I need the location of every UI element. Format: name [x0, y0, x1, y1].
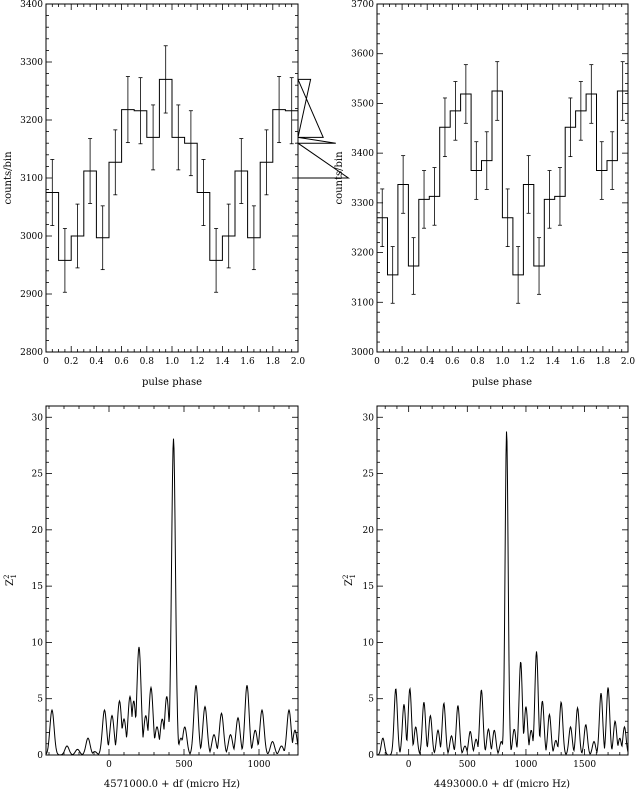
hist-right-x-tick-label: 0.6 [445, 357, 460, 367]
z-right-x-tick-label: 0 [406, 760, 412, 770]
hist-right-x-tick-label: 1.6 [571, 357, 586, 367]
hist-left-x-tick-label: 1.0 [165, 357, 180, 367]
z-left-y-tick-label: 5 [37, 695, 43, 705]
z-right-y-tick-label: 20 [363, 526, 375, 536]
hist-left-x-tick-label: 0.6 [114, 357, 129, 367]
hist-right-x-axis-label: pulse phase [472, 377, 532, 388]
hist-left-x-tick-label: 1.2 [190, 357, 204, 367]
hist-right-x-tick-label: 1.8 [596, 357, 611, 367]
hist-right-y-tick-label: 3600 [351, 50, 374, 60]
hist-left-plot-area: 0 0.2 0.4 0.6 0.8 1.0 1.2 1.4 1.6 1.8 2.0 2800 2900 3… [20, 0, 351, 367]
hist-left-y-tick-label: 2800 [20, 348, 43, 358]
panel-z-right: 0 500 1000 1500 0 5 10 15 20 25 30 4493000.0 + df … [342, 405, 629, 789]
hist-left-y-tick-label: 3100 [20, 174, 43, 184]
hist-left-x-tick-label: 2.0 [291, 357, 306, 367]
z-right-y-tick-label: 30 [363, 413, 375, 423]
hist-right-y-tick-label: 3500 [351, 99, 374, 109]
hist-right-x-tick-label: 1.0 [495, 357, 510, 367]
hist-right-y-tick-label: 3400 [351, 149, 374, 159]
hist-left-y-tick-label: 3000 [20, 232, 43, 242]
z-left-y-tick-label: 25 [32, 470, 44, 480]
z-right-y-tick-label: 5 [368, 695, 374, 705]
hist-left-y-axis-label: counts/bin [3, 151, 14, 205]
hist-left-y-tick-label: 3400 [20, 0, 43, 10]
hist-left-step-line [46, 78, 351, 261]
hist-left-x-tick-label: 0.8 [140, 357, 155, 367]
hist-left-y-tick-label: 3200 [20, 116, 43, 126]
hist-left-x-tick-label: 0 [43, 357, 49, 367]
hist-right-y-tick-label: 3100 [351, 298, 374, 308]
hist-right-x-tick-label: 2.0 [621, 357, 636, 367]
z-right-x-tick-label: 1500 [573, 760, 596, 770]
z-right-plot-area: 0 500 1000 1500 0 5 10 15 20 25 30 [363, 405, 629, 770]
hist-right-x-tick-label: 0 [374, 357, 380, 367]
hist-right-y-axis-label: counts/bin [334, 151, 345, 205]
hist-right-y-tick-label: 3700 [351, 0, 374, 10]
hist-left-x-axis-label: pulse phase [142, 377, 202, 388]
z-left-y-tick-label: 15 [32, 582, 44, 592]
z-right-x-axis-label: 4493000.0 + df (micro Hz) [434, 779, 570, 789]
panel-hist-right: 0 0.2 0.4 0.6 0.8 1.0 1.2 1.4 1.6 1.8 2.0 3000 3100 3… [334, 0, 635, 388]
z-right-power-curve [376, 431, 629, 756]
panel-hist-left: 0 0.2 0.4 0.6 0.8 1.0 1.2 1.4 1.6 1.8 2.0 2800 2900 3… [3, 0, 351, 388]
z-left-x-tick-label: 500 [175, 760, 192, 770]
z-right-y-tick-label: 10 [363, 638, 375, 648]
hist-left-x-tick-label: 1.6 [240, 357, 255, 367]
hist-right-x-tick-label: 0.2 [395, 357, 409, 367]
hist-left-x-tick-label: 1.4 [215, 357, 230, 367]
hist-left-y-tick-label: 3300 [20, 58, 43, 68]
z-left-y-axis-label: Z21 [3, 574, 18, 586]
hist-right-plot-area: 0 0.2 0.4 0.6 0.8 1.0 1.2 1.4 1.6 1.8 2.0 3000 3100 3… [351, 0, 635, 367]
z-left-plot-area: 0 500 1000 0 5 10 15 20 25 30 [32, 405, 299, 770]
hist-right-x-tick-label: 0.8 [470, 357, 485, 367]
z-left-x-tick-label: 0 [106, 760, 112, 770]
panel-z-left: 0 500 1000 0 5 10 15 20 25 30 4571000.0 + df (mic… [3, 405, 299, 789]
hist-right-x-tick-label: 0.4 [420, 357, 435, 367]
z-left-x-tick-label: 1000 [248, 760, 271, 770]
hist-left-x-tick-label: 0.4 [89, 357, 104, 367]
z-right-y-tick-label: 0 [368, 751, 374, 761]
z-right-x-tick-label: 500 [459, 760, 476, 770]
z-left-frame [45, 405, 299, 756]
z-left-y-tick-label: 10 [32, 638, 44, 648]
hist-right-y-tick-label: 3000 [351, 348, 374, 358]
hist-left-y-tick-label: 2900 [20, 290, 43, 300]
hist-right-x-tick-label: 1.4 [546, 357, 561, 367]
hist-left-x-tick-label: 0.2 [64, 357, 78, 367]
z-left-power-curve [45, 438, 299, 756]
z-left-x-axis-label: 4571000.0 + df (micro Hz) [104, 779, 240, 789]
hist-right-y-tick-label: 3300 [351, 199, 374, 209]
z-right-y-tick-label: 25 [363, 470, 375, 480]
z-right-frame [376, 405, 629, 756]
z-right-y-axis-label: Z21 [342, 574, 357, 586]
z-right-x-tick-label: 1000 [515, 760, 538, 770]
hist-right-y-tick-label: 3200 [351, 249, 374, 259]
z-right-y-tick-label: 15 [363, 582, 375, 592]
z-left-y-tick-label: 30 [32, 413, 44, 423]
z-left-y-tick-label: 20 [32, 526, 44, 536]
z-left-y-tick-label: 0 [37, 751, 43, 761]
hist-left-x-tick-label: 1.8 [266, 357, 281, 367]
hist-right-step-line [377, 90, 628, 276]
hist-right-x-tick-label: 1.2 [520, 357, 534, 367]
